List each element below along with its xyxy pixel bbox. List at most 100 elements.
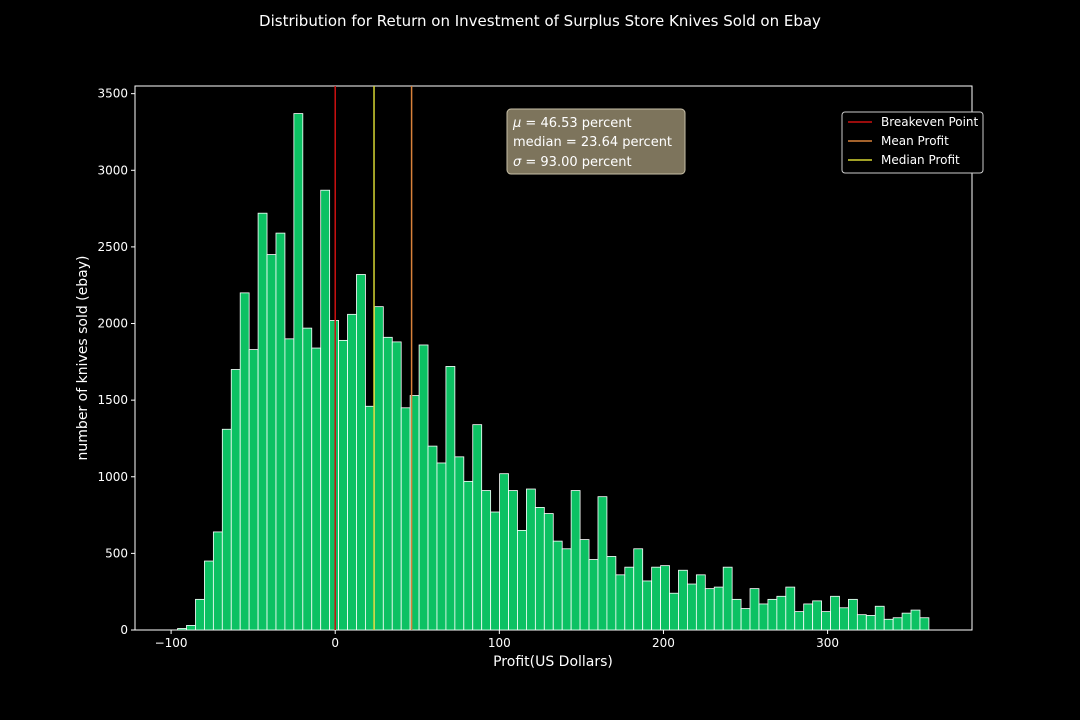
histogram-bar	[633, 548, 644, 631]
histogram-bar	[865, 615, 876, 631]
histogram-bar	[570, 490, 581, 631]
histogram-bar	[266, 254, 277, 631]
histogram-bar	[472, 424, 483, 631]
histogram-bar	[284, 338, 295, 631]
histogram-bar	[660, 565, 670, 631]
x-tick-label: 200	[652, 636, 675, 650]
x-tick-label: −100	[155, 636, 188, 650]
histogram-bar	[445, 366, 456, 631]
histogram-bar	[490, 511, 500, 631]
histogram-bar	[436, 462, 447, 631]
histogram-bar	[785, 586, 796, 631]
histogram-bar	[311, 347, 322, 631]
histogram-bar	[221, 428, 232, 631]
y-tick-label: 1500	[97, 393, 128, 407]
x-axis-ticks: −100 0 100 200 300	[155, 630, 839, 650]
y-tick-label: 1000	[97, 470, 128, 484]
histogram-bars	[177, 113, 930, 631]
y-tick-label: 2000	[97, 317, 128, 331]
histogram-bar	[177, 628, 187, 631]
histogram-bar	[552, 540, 563, 631]
histogram-bar	[418, 344, 429, 631]
histogram-bar	[687, 583, 697, 631]
histogram-bar	[758, 603, 769, 631]
y-tick-label: 2500	[97, 240, 128, 254]
histogram-bar	[534, 507, 545, 631]
histogram-bar	[588, 559, 599, 631]
histogram-bar	[624, 566, 635, 631]
legend-label-breakeven: Breakeven Point	[881, 115, 979, 129]
histogram-bar	[874, 605, 885, 631]
histogram-bar	[517, 529, 527, 631]
histogram-bar	[302, 327, 313, 631]
histogram-bar	[508, 490, 518, 631]
histogram-bar	[839, 607, 849, 631]
histogram-bar	[642, 580, 653, 631]
histogram-bar	[293, 113, 304, 631]
histogram-bar	[678, 569, 688, 631]
histogram-bar	[195, 598, 205, 631]
histogram-bar	[722, 566, 733, 631]
histogram-bar	[803, 603, 814, 631]
y-tick-label: 0	[120, 623, 128, 637]
legend-frame	[841, 111, 984, 174]
histogram-bar	[704, 588, 715, 631]
histogram-bar	[731, 598, 742, 631]
histogram-bar	[499, 473, 509, 631]
histogram-bar	[776, 595, 787, 631]
histogram-bar	[463, 480, 474, 631]
histogram-bar	[713, 586, 724, 631]
histogram-bar	[848, 598, 858, 631]
histogram-bar	[365, 405, 375, 631]
histogram-bar	[812, 600, 822, 631]
histogram-bar	[481, 490, 492, 631]
stats-mean-text: = 46.53 percent	[521, 116, 631, 131]
histogram-bar	[830, 595, 840, 631]
histogram-bar	[275, 232, 286, 631]
histogram-bar	[356, 274, 366, 631]
histogram-bar	[669, 592, 679, 631]
y-axis-ticks: 0 500 1000 1500 2000 2500 3000 3500	[97, 87, 135, 637]
legend: Breakeven Point Mean Profit Median Profi…	[841, 111, 984, 174]
x-tick-label: 300	[816, 636, 839, 650]
histogram-bar	[320, 189, 331, 631]
histogram-bar	[597, 496, 608, 631]
histogram-bar	[615, 574, 626, 631]
histogram-bar	[400, 407, 411, 631]
histogram-bar	[526, 488, 536, 631]
histogram-bar	[347, 313, 357, 631]
legend-label-median: Median Profit	[881, 153, 960, 167]
sigma-symbol: σ	[513, 155, 522, 170]
stats-median-line: median = 23.64 percent	[513, 135, 672, 150]
x-axis-label: Profit(US Dollars)	[493, 654, 613, 670]
histogram-bar	[248, 349, 259, 631]
histogram-bar	[561, 548, 572, 631]
histogram-bar	[329, 320, 339, 631]
y-tick-label: 3000	[97, 163, 128, 177]
x-tick-label: 100	[488, 636, 511, 650]
histogram-bar	[212, 531, 223, 631]
chart-title: Distribution for Return on Investment of…	[259, 12, 821, 30]
histogram-bar	[579, 539, 590, 631]
histogram-bar	[427, 445, 438, 631]
histogram-bar	[695, 574, 706, 631]
histogram-bar	[338, 339, 348, 631]
histogram-bar	[821, 611, 831, 631]
histogram-bar	[543, 513, 554, 631]
histogram-bar	[257, 212, 268, 631]
histogram-bar	[856, 614, 867, 631]
histogram-bar	[740, 608, 751, 631]
stats-box-background	[506, 108, 686, 175]
histogram-bar	[230, 369, 241, 631]
stats-annotation-box: μ = 46.53 percent median = 23.64 percent…	[506, 108, 686, 175]
legend-label-mean: Mean Profit	[881, 134, 949, 148]
histogram-bar	[204, 560, 214, 631]
y-tick-label: 500	[105, 546, 128, 560]
histogram-bar	[749, 588, 760, 631]
histogram-bar	[651, 566, 661, 631]
histogram-bar	[892, 617, 903, 631]
x-tick-label: 0	[331, 636, 339, 650]
histogram-bar	[919, 617, 930, 631]
histogram-bar	[794, 611, 805, 631]
